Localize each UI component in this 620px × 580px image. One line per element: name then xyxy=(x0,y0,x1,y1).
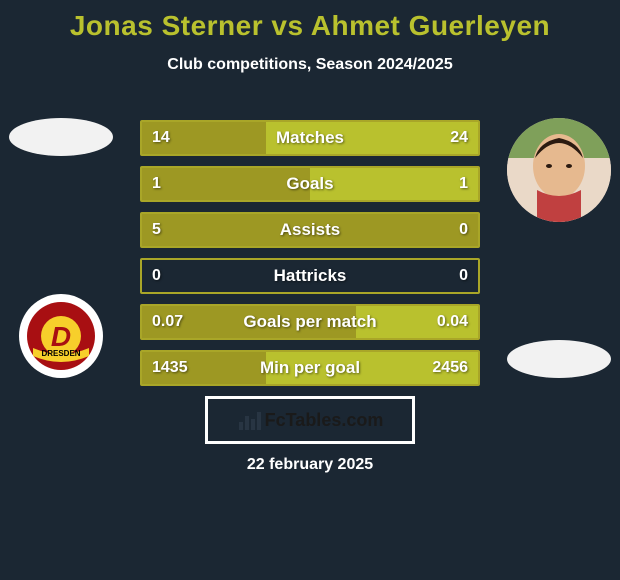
bar-fill-right xyxy=(310,168,478,200)
stat-row: 0 0Hattricks xyxy=(140,258,480,294)
player-avatar-left xyxy=(9,118,113,156)
subtitle: Club competitions, Season 2024/2025 xyxy=(0,56,620,74)
player-avatar-right xyxy=(507,118,611,222)
left-column: D DRESDEN xyxy=(6,118,116,378)
svg-text:DRESDEN: DRESDEN xyxy=(41,349,80,358)
comparison-card: Jonas Sterner vs Ahmet Guerleyen Club co… xyxy=(0,0,620,580)
stat-value-left: 0 xyxy=(152,260,161,292)
attribution-badge: FcTables.com xyxy=(205,396,415,444)
bar-fill-left xyxy=(142,306,356,338)
stat-row: 14352456Min per goal xyxy=(140,350,480,386)
stat-row: 0.070.04Goals per match xyxy=(140,304,480,340)
stat-row: 50Assists xyxy=(140,212,480,248)
stat-row: 1424Matches xyxy=(140,120,480,156)
attribution-text: FcTables.com xyxy=(265,410,384,431)
date-line: 22 february 2025 xyxy=(0,456,620,474)
club-logo-left: D DRESDEN xyxy=(19,294,103,378)
stat-label: Hattricks xyxy=(142,260,478,292)
stats-bars: 1424Matches 11Goals 50Assists 0 0Hattricks 0.… xyxy=(140,120,480,386)
bar-fill-left xyxy=(142,214,478,246)
right-column xyxy=(504,118,614,378)
bar-fill-left xyxy=(142,122,266,154)
bar-fill-right xyxy=(266,122,478,154)
stat-row: 11Goals xyxy=(140,166,480,202)
chart-icon xyxy=(237,408,261,432)
page-title: Jonas Sterner vs Ahmet Guerleyen xyxy=(0,0,620,42)
bar-fill-right xyxy=(266,352,478,384)
dresden-logo-icon: D DRESDEN xyxy=(19,294,103,378)
stat-value-right: 0 xyxy=(459,260,468,292)
bar-fill-right xyxy=(356,306,478,338)
bar-fill-left xyxy=(142,352,266,384)
club-logo-right xyxy=(507,340,611,378)
player-face-icon xyxy=(507,118,611,222)
bar-fill-left xyxy=(142,168,310,200)
svg-text:D: D xyxy=(51,321,71,352)
